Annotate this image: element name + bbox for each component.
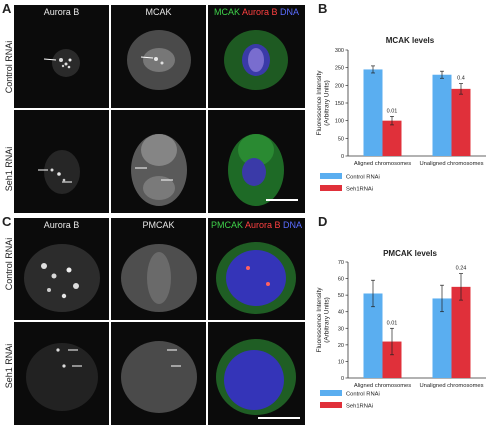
bar (451, 286, 471, 378)
micrograph-c-merge-seh1 (208, 322, 305, 425)
micrograph-a-aurora-seh1 (14, 110, 109, 213)
micrograph-a-aurora-control: Aurora B (14, 5, 109, 108)
column-label-aurora-c: Aurora B (43, 220, 80, 230)
legend-swatch (320, 173, 342, 179)
chart-title: MCAK levels (386, 36, 435, 45)
legend-label: Control RNAi (346, 175, 380, 181)
row-label-control-c: Control RNAi (4, 237, 14, 291)
x-tick-label: Unaligned chromosomes (419, 383, 483, 389)
y-tick-label: 30 (338, 326, 344, 332)
p-value-label: 0.01 (387, 108, 398, 114)
y-tick-label: 100 (335, 119, 344, 125)
merge-label-c: PMCAK Aurora B DNA (210, 220, 303, 230)
x-tick-label: Aligned chromosomes (354, 161, 411, 167)
y-tick-label: 20 (338, 343, 344, 349)
y-tick-label: 250 (335, 66, 344, 72)
micrograph-a-mcak-control: MCAK (111, 5, 206, 108)
y-axis-label: Fluorescence Intensity(Arbitrary Units) (316, 287, 330, 353)
micrograph-c-aurora-seh1 (14, 322, 109, 425)
legend-swatch (320, 185, 342, 191)
bar (382, 341, 402, 378)
bar (432, 298, 452, 378)
chart-title: PMCAK levels (383, 249, 437, 258)
y-tick-label: 0 (341, 154, 344, 160)
row-label-control: Control RNAi (4, 40, 14, 94)
x-tick-label: Unaligned chromosomes (419, 161, 483, 167)
bar (451, 88, 471, 156)
y-axis-label-line: (Arbitrary Units) (323, 297, 330, 343)
y-tick-label: 50 (338, 136, 344, 142)
micrograph-c-merge-control: PMCAK Aurora B DNA (208, 218, 305, 320)
p-value-label: 0.4 (457, 76, 465, 82)
legend-label: Seh1RNAi (346, 187, 373, 193)
column-label-pmcak: PMCAK (142, 220, 175, 230)
legend-label: Seh1RNAi (346, 404, 373, 410)
panel-letter-a: A (2, 1, 12, 16)
row-label-seh1-c: Seh1 RNAi (4, 343, 14, 389)
merge-label: MCAK Aurora B DNA (213, 7, 300, 17)
y-tick-label: 10 (338, 359, 344, 365)
row-label-seh1: Seh1 RNAi (4, 146, 14, 192)
bar (382, 120, 402, 156)
p-value-label: 0.24 (456, 266, 467, 272)
bar (432, 74, 452, 156)
y-tick-label: 150 (335, 101, 344, 107)
column-label-mcak: MCAK (145, 7, 172, 17)
y-tick-label: 0 (341, 376, 344, 382)
x-tick-label: Aligned chromosomes (354, 383, 411, 389)
y-axis-label-line: (Arbitrary Units) (323, 80, 330, 126)
legend-label: Control RNAi (346, 392, 380, 398)
micrograph-a-merge-seh1 (208, 110, 305, 213)
micrograph-a-mcak-seh1 (111, 110, 206, 213)
y-tick-label: 300 (335, 48, 344, 54)
y-axis-label: Fluorescence Intensity(Arbitrary Units) (316, 70, 330, 136)
y-tick-label: 60 (338, 277, 344, 283)
chart-mcak-levels: MCAK levels Fluorescence Intensity(Arbitr… (316, 36, 486, 193)
y-tick-label: 50 (338, 293, 344, 299)
y-axis-label-line: Fluorescence Intensity (316, 287, 323, 353)
panel-letter-d: D (318, 214, 328, 229)
micrograph-c-pmcak-control: PMCAK (111, 218, 206, 320)
bar (363, 293, 383, 378)
bar (363, 69, 383, 156)
y-tick-label: 200 (335, 83, 344, 89)
chart-pmcak-levels: PMCAK levels Fluorescence Intensity(Arbit… (316, 249, 486, 410)
y-tick-label: 70 (338, 260, 344, 266)
y-tick-label: 40 (338, 310, 344, 316)
legend-swatch (320, 402, 342, 408)
panel-letter-c: C (2, 214, 12, 229)
y-axis-label-line: Fluorescence Intensity (316, 70, 323, 136)
micrograph-c-pmcak-seh1 (111, 322, 206, 425)
column-label-aurora: Aurora B (43, 7, 80, 17)
legend-swatch (320, 390, 342, 396)
p-value-label: 0.01 (387, 320, 398, 326)
panel-letter-b: B (318, 1, 328, 16)
micrograph-c-aurora-control: Aurora B (14, 218, 109, 320)
micrograph-a-merge-control: MCAK Aurora B DNA (208, 5, 305, 108)
